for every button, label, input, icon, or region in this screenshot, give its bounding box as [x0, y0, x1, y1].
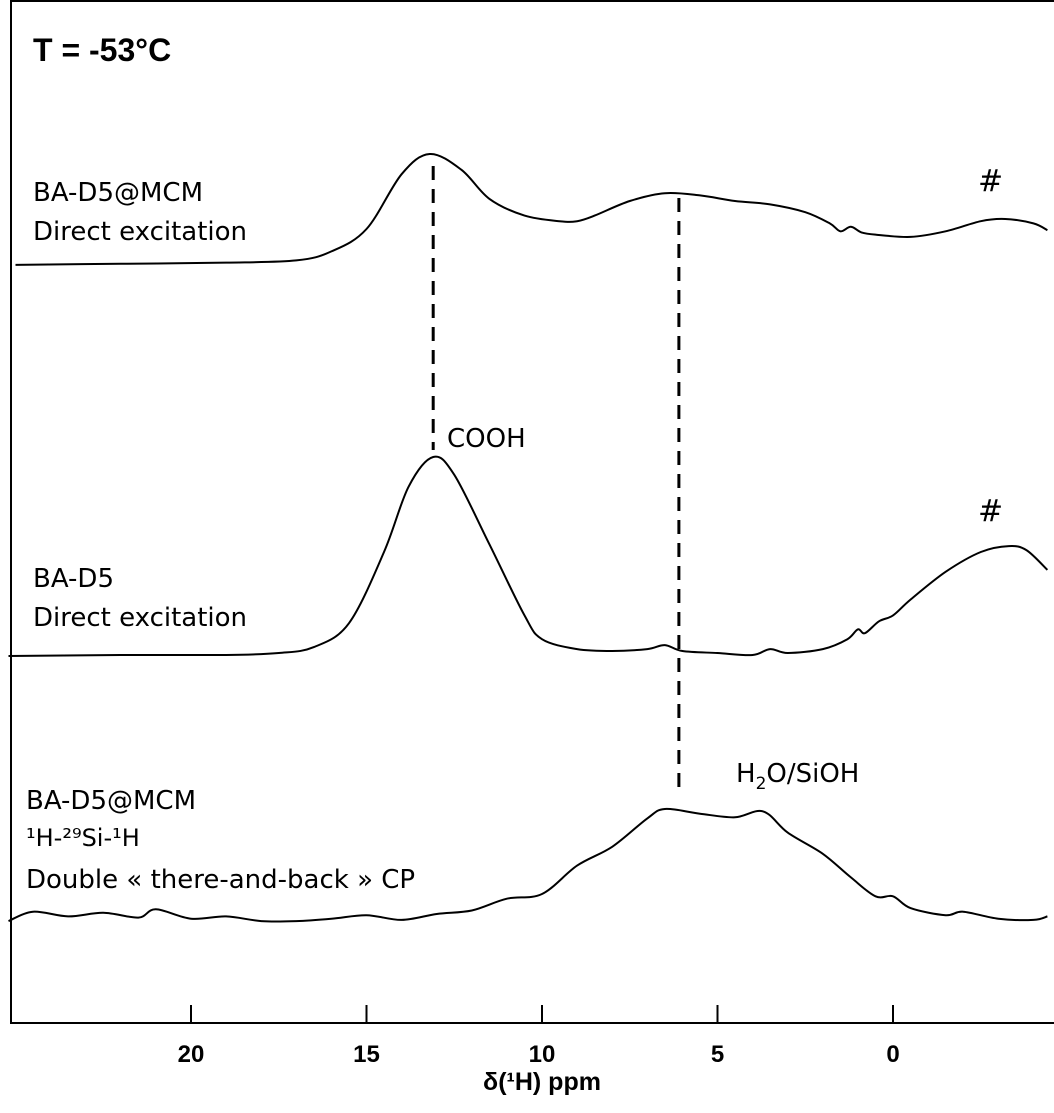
annotation-water-subscript: 2: [756, 774, 767, 794]
x-axis-tick-labels: 20 15 10 5 0: [178, 1041, 900, 1068]
x-tick-label-15: 15: [353, 1041, 380, 1068]
series-2-label-line-1: BA-D5: [33, 564, 114, 594]
series-3-label-line-1: BA-D5@MCM: [26, 786, 196, 816]
spectrum-line-3: [8, 807, 1048, 923]
x-tick-label-10: 10: [529, 1041, 556, 1068]
series-label-1: BA-D5@MCM Direct excitation: [33, 178, 247, 247]
x-tick-label-5: 5: [711, 1041, 724, 1068]
series-label-2: BA-D5 Direct excitation: [33, 564, 247, 633]
series-3-label-line-2: ¹H-²⁹Si-¹H: [26, 824, 140, 852]
spectrum-line-1: [15, 152, 1048, 266]
x-axis-label: δ(¹H) ppm: [483, 1068, 601, 1096]
annotation-water-h: H: [736, 759, 756, 789]
series-1-label-line-2: Direct excitation: [33, 217, 247, 247]
annotation-water-silanol: H2O/SiOH: [736, 759, 859, 794]
spectra-group: [8, 152, 1049, 923]
series-label-3: BA-D5@MCM ¹H-²⁹Si-¹H Double « there-and-…: [26, 786, 415, 895]
annotation-cooh: COOH: [447, 424, 526, 454]
series-1-label-line-1: BA-D5@MCM: [33, 178, 203, 208]
spectrum-line-2: [8, 455, 1049, 657]
series-2-hash-marker: #: [978, 494, 1003, 529]
x-tick-label-0: 0: [886, 1041, 899, 1068]
chart-title: T = -53°C: [33, 32, 171, 68]
x-axis-ticks: [190, 1005, 894, 1023]
series-2-label-line-2: Direct excitation: [33, 603, 247, 633]
annotation-water-rest: O/SiOH: [766, 759, 859, 789]
x-tick-label-20: 20: [178, 1041, 205, 1068]
guide-lines: [431, 166, 681, 795]
series-1-hash-marker: #: [978, 164, 1003, 199]
series-3-label-line-3: Double « there-and-back » CP: [26, 865, 415, 895]
